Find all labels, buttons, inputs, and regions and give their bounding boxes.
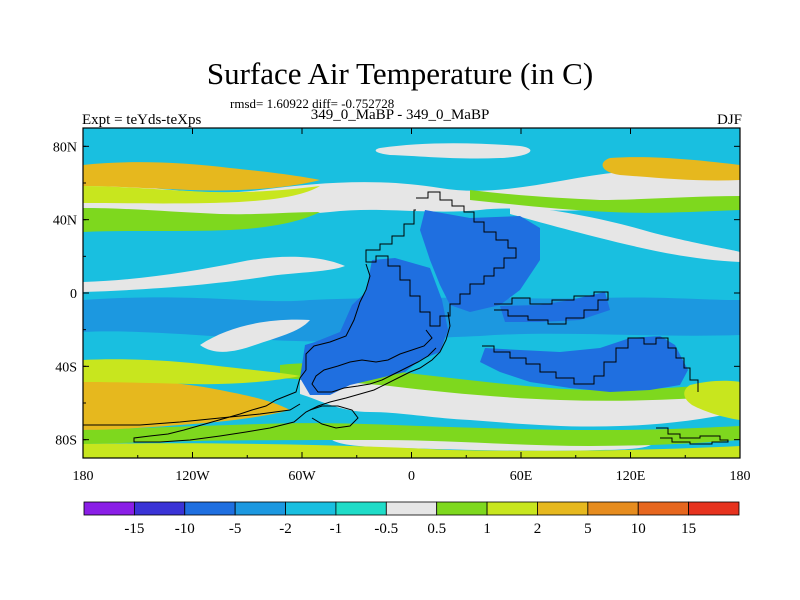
neutral-south-pacific (200, 319, 310, 352)
green-northeast-band (470, 190, 740, 213)
land-east-asia (500, 292, 610, 322)
coastline-inner-sea (311, 329, 437, 393)
colorbar-label: 1 (483, 521, 491, 537)
contour-field (83, 128, 740, 458)
land-gondwana (480, 336, 688, 392)
lat-label: 0 (70, 287, 77, 302)
warm-polar-rim (83, 443, 740, 458)
colorbar-swatch (133, 501, 186, 516)
neutral-midlat-band (83, 256, 345, 292)
lat-label: 80S (55, 434, 77, 449)
colorbar-label: 2 (534, 521, 542, 537)
colorbar-label: -10 (175, 521, 195, 537)
lon-label: 120E (616, 469, 646, 484)
coastline-east-shelf (494, 291, 609, 325)
colorbar: -15 -10 -5 -2 -1 -0.5 0.5 1 2 5 10 15 (83, 501, 740, 537)
coastline-antarctic-edge (83, 403, 301, 426)
coastline-far-south (656, 427, 729, 445)
colorbar-swatch (335, 501, 387, 516)
colorbar-label: -2 (279, 521, 292, 537)
period-label: 349_0_MaBP - 349_0_MaBP (310, 107, 490, 123)
warm-southern-fringe (83, 359, 300, 385)
experiment-label: Expt = teYds-teXps (82, 112, 202, 128)
lon-label: 180 (730, 469, 751, 484)
colorbar-label: -15 (124, 521, 144, 537)
colorbar-swatch (385, 501, 438, 516)
colorbar-swatch (587, 501, 639, 516)
lon-label: 120W (175, 469, 210, 484)
coastline-south-island (309, 405, 359, 429)
colorbar-swatch (637, 501, 690, 516)
neutral-southern-ocean (300, 377, 740, 427)
colorbar-label: -0.5 (374, 521, 398, 537)
lat-label: 80N (53, 140, 77, 155)
green-antarctic-band (83, 423, 740, 446)
colorbar-swatch (83, 501, 135, 516)
coastline-gondwana (482, 337, 699, 392)
colorbar-label: 0.5 (427, 521, 446, 537)
lon-label: 0 (408, 469, 415, 484)
lat-label: 40S (55, 360, 77, 375)
colorbar-label: -1 (330, 521, 343, 537)
warm-northeast-patch (602, 157, 740, 181)
lon-label: 60E (510, 469, 533, 484)
colorbar-swatch (436, 501, 488, 516)
lon-label: 60W (288, 469, 316, 484)
season-label: DJF (716, 112, 742, 128)
warm-northern-belt (83, 162, 320, 191)
stats-line: rmsd= 1.60922 diff= -0.752728 (230, 96, 395, 111)
colorbar-swatch (285, 501, 337, 516)
land-america (300, 258, 448, 395)
colorbar-swatch (537, 501, 589, 516)
coastline-south-america (133, 263, 451, 443)
lat-label: 40N (53, 214, 77, 229)
coastline-north-block (365, 191, 517, 327)
lon-label: 180 (73, 469, 94, 484)
neutral-arctic-patch (375, 143, 531, 159)
colorbar-swatch (184, 501, 236, 516)
warm-southern-belt (83, 379, 290, 430)
neutral-northeast-patch (510, 205, 740, 262)
colorbar-swatch (234, 501, 286, 516)
colorbar-label: 5 (584, 521, 592, 537)
green-northern-band (83, 208, 320, 232)
coastlines (83, 191, 729, 445)
map-title: Surface Air Temperature (in C) (206, 56, 594, 91)
warm-northern-fringe (83, 186, 320, 204)
map-axes: 80N 40N 0 40S 80S 180 120W 60W 0 60E 120E 180 (53, 128, 751, 484)
colorbar-swatch (486, 501, 538, 516)
colorbar-label: 10 (631, 521, 646, 537)
colorbar-swatch (688, 501, 740, 516)
land-eurasia (420, 210, 540, 312)
colorbar-label: -5 (229, 521, 242, 537)
colorbar-label: 15 (681, 521, 696, 537)
